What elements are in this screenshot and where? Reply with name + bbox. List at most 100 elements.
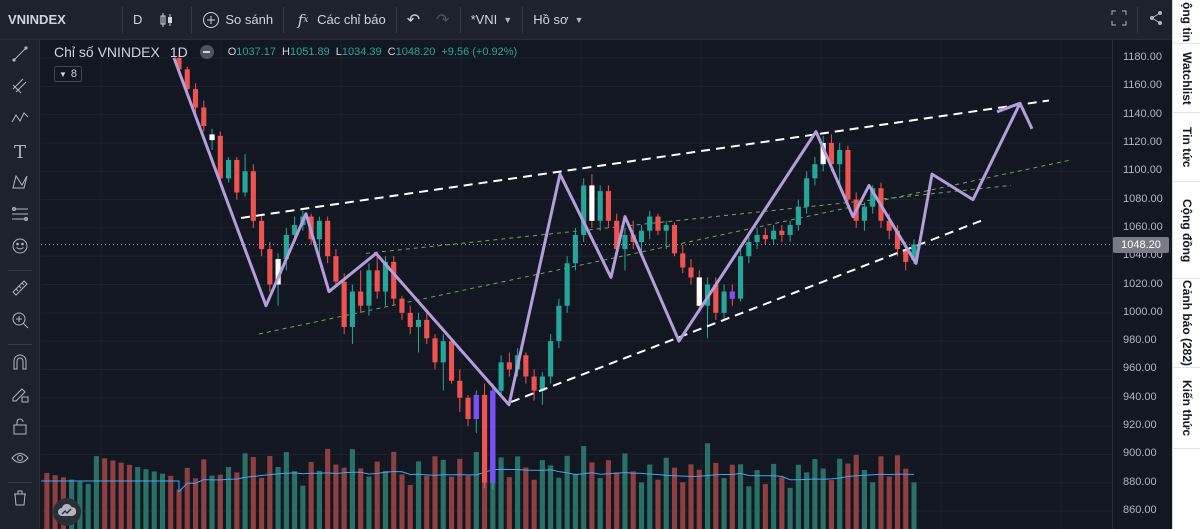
chart-legend: Chỉ số VNINDEX 1D O1037.17 H1051.89 L103…	[54, 44, 517, 60]
pattern-icon	[11, 109, 29, 132]
indicators-label: Các chỉ báo	[317, 12, 386, 27]
low-key: L	[335, 46, 342, 58]
candle-body	[581, 185, 587, 235]
volume-bar	[440, 459, 446, 529]
pattern-button[interactable]	[6, 106, 34, 134]
trend-line-button[interactable]	[6, 42, 34, 70]
volume-bar	[531, 479, 537, 529]
highlight-candle	[209, 134, 215, 141]
indicators-toggle[interactable]: ▼ 8	[54, 66, 82, 82]
zoom-in-icon	[11, 311, 29, 334]
volume-bar	[589, 462, 595, 529]
highlight-candle	[696, 277, 702, 306]
side-tab-label: Cộng đồng	[1180, 198, 1194, 263]
side-tab[interactable]: Cộng đồng	[1173, 183, 1200, 279]
side-tab[interactable]: Tin tức	[1173, 114, 1200, 182]
candle-body	[795, 206, 801, 226]
legend-timeframe: 1D	[169, 44, 188, 60]
price-tick-label: 1120.00	[1123, 135, 1162, 148]
remove-drawings-button[interactable]	[6, 486, 34, 514]
volume-bar	[556, 477, 562, 529]
lock-button[interactable]	[6, 414, 34, 442]
volume-bar	[300, 485, 306, 529]
layout-button[interactable]: *VNI ▼	[463, 6, 521, 34]
candle-body	[894, 230, 901, 250]
volume-bar	[894, 455, 901, 529]
pitchfork-button[interactable]	[6, 74, 34, 102]
symbol-search-button[interactable]: VNINDEX	[0, 6, 120, 34]
upper-channel-line	[240, 99, 1050, 219]
toolbar-divider	[459, 6, 461, 33]
zoom-button[interactable]	[6, 308, 34, 336]
candle-body	[738, 256, 744, 299]
emoji-button[interactable]	[6, 234, 34, 262]
share-button[interactable]	[1140, 6, 1172, 34]
pencil-lock-icon	[11, 385, 29, 408]
xabcd-pattern-button[interactable]	[6, 170, 34, 198]
price-tick-label: 1000.00	[1123, 305, 1163, 318]
volume-bar	[52, 475, 58, 529]
text-button[interactable]: T	[6, 138, 34, 166]
candle-body	[259, 220, 265, 250]
candle-body	[548, 341, 554, 377]
redo-button[interactable]: ↷	[428, 6, 457, 34]
fullscreen-button[interactable]	[1103, 6, 1135, 34]
candle-body	[746, 242, 752, 257]
compare-button[interactable]: So sánh	[194, 6, 281, 34]
draw-mode-button[interactable]	[6, 382, 34, 410]
volume-bar	[721, 477, 727, 529]
price-chart[interactable]	[41, 40, 1112, 529]
visibility-button[interactable]	[6, 446, 34, 474]
volume-bar	[515, 456, 521, 529]
profile-button[interactable]: Hồ sơ ▼	[525, 6, 591, 34]
open-key: O	[227, 46, 237, 58]
price-tick-label: 1020.00	[1123, 277, 1163, 290]
hide-series-icon[interactable]	[199, 45, 214, 59]
candle-body	[415, 319, 422, 327]
chart-pane[interactable]	[41, 40, 1112, 529]
candle-body	[614, 220, 620, 250]
volume-bar	[473, 452, 479, 529]
magnet-button[interactable]	[6, 350, 34, 378]
candle-body	[771, 230, 777, 240]
side-tab[interactable]: ộng tin	[1173, 0, 1200, 44]
volume-bar	[77, 481, 83, 529]
smiley-icon	[11, 237, 29, 260]
side-tab[interactable]: Cảnh báo (282)	[1173, 280, 1200, 368]
volume-bar	[861, 469, 868, 529]
side-tab[interactable]: Watchlist	[1173, 45, 1200, 113]
ruler-icon	[11, 279, 29, 302]
volume-bar	[903, 468, 909, 529]
candle-body	[382, 261, 389, 292]
price-tick-label: 1160.00	[1123, 79, 1162, 92]
interval-button[interactable]: D	[125, 6, 150, 34]
volume-bar	[622, 453, 628, 529]
fib-button[interactable]	[6, 202, 34, 230]
volume-bar	[415, 461, 422, 529]
toolbar-divider	[122, 6, 123, 33]
candle-body	[225, 159, 232, 179]
volume-bar	[259, 477, 265, 529]
lower-channel-line	[510, 219, 982, 403]
candle-body	[316, 220, 322, 240]
volume-bar	[349, 449, 355, 529]
price-tick-label: 900.00	[1123, 447, 1157, 460]
side-tab[interactable]: Kiến thức	[1173, 369, 1200, 449]
undo-button[interactable]: ↶	[399, 6, 428, 34]
price-axis[interactable]: 1180.00 1160.00 1140.00 1120.00 1100.00 1080.…	[1112, 40, 1172, 529]
price-tick-label: 1060.00	[1123, 220, 1163, 233]
brand-logo[interactable]	[53, 498, 81, 526]
candle-body	[325, 220, 331, 257]
volume-bar	[746, 486, 752, 529]
toolbar-divider	[283, 6, 285, 33]
candle-body	[176, 58, 182, 70]
ruler-button[interactable]	[6, 276, 34, 304]
chart-type-button[interactable]	[150, 6, 189, 34]
price-tick-label: 1100.00	[1123, 164, 1162, 177]
volume-bar	[366, 476, 372, 529]
crosshair-button[interactable]	[6, 10, 34, 38]
plus-circle-icon	[202, 11, 220, 29]
volume-bar	[44, 472, 50, 529]
